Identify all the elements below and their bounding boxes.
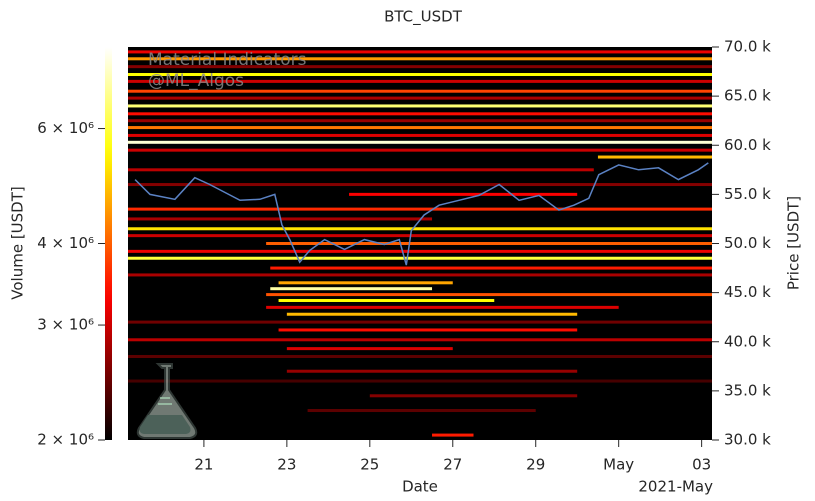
- x-tick-label: 23: [277, 456, 296, 474]
- heatmap-cell: [128, 126, 712, 130]
- heatmap-cell: [128, 57, 712, 61]
- plot-area: [128, 50, 712, 437]
- heatmap-cell: [286, 312, 578, 316]
- heatmap-cell: [128, 148, 712, 152]
- heatmap-cell: [128, 338, 712, 342]
- watermark: @ML_Algos: [148, 71, 244, 91]
- heatmap-cell: [597, 155, 712, 159]
- y-tick-label: 70.0 k: [724, 38, 771, 56]
- heatmap-cell: [128, 207, 712, 211]
- y-tick-label: 60.0 k: [724, 136, 771, 154]
- heatmap-cell: [128, 249, 712, 253]
- colorbar: [105, 47, 112, 440]
- watermark: Material Indicators: [148, 50, 307, 70]
- heatmap-cell: [266, 305, 619, 309]
- x-tick-label: 29: [526, 456, 545, 474]
- chart-title: BTC_USDT: [384, 8, 463, 27]
- x-tick-label: 21: [194, 456, 213, 474]
- heatmap-cell: [278, 298, 495, 302]
- x-tick-label: 25: [360, 456, 379, 474]
- heatmap-cell: [128, 50, 712, 54]
- heatmap-cell: [286, 347, 453, 351]
- colorbar-tick-label: 2 × 10⁶: [37, 431, 94, 449]
- heatmap-cell: [128, 320, 712, 324]
- heatmap-cell: [128, 256, 712, 260]
- y-tick-label: 50.0 k: [724, 234, 771, 252]
- x-offset-label: 2021-May: [638, 478, 713, 496]
- heatmap-cell: [278, 328, 578, 332]
- heatmap-cell: [349, 192, 578, 196]
- heatmap-cell: [270, 266, 712, 270]
- heatmap-cell: [128, 234, 712, 238]
- x-tick-label: 03: [692, 456, 711, 474]
- heatmap-cell: [369, 394, 578, 398]
- logo: [136, 363, 198, 439]
- colorbar-tick-label: 6 × 10⁶: [37, 119, 94, 137]
- y-tick-label: 35.0 k: [724, 381, 771, 399]
- heatmap-cell: [128, 65, 712, 69]
- heatmap-cell: [128, 96, 712, 100]
- y-axis-label: Price [USDT]: [785, 196, 803, 290]
- heatmap-cell: [278, 281, 453, 285]
- y-tick-label: 55.0 k: [724, 185, 771, 203]
- x-tick-label: 27: [443, 456, 462, 474]
- heatmap-cell: [432, 433, 474, 437]
- heatmap-cell: [128, 379, 712, 383]
- colorbar-tick-label: 3 × 10⁶: [37, 316, 94, 334]
- heatmap-cell: [128, 112, 712, 116]
- heatmap-cell: [128, 168, 594, 172]
- colorbar-label: Volume [USDT]: [9, 186, 27, 299]
- heatmap-cell: [266, 293, 712, 297]
- price-line: [134, 162, 709, 266]
- heatmap-cell: [307, 409, 536, 413]
- colorbar-tick-label: 4 × 10⁶: [37, 234, 94, 252]
- heatmap-cell: [128, 73, 712, 77]
- heatmap-cell: [128, 140, 712, 144]
- y-tick-label: 30.0 k: [724, 431, 771, 449]
- x-tick-label: May: [603, 456, 634, 474]
- x-axis-label: Date: [402, 478, 438, 496]
- heatmap-cell: [128, 183, 712, 187]
- heatmap-cell: [128, 79, 712, 83]
- y-tick-label: 40.0 k: [724, 332, 771, 350]
- heatmap-cell: [266, 242, 712, 245]
- y-tick-label: 45.0 k: [724, 283, 771, 301]
- heatmap-cell: [128, 273, 712, 277]
- heatmap-cell: [128, 354, 712, 358]
- heatmap-cell: [270, 287, 433, 291]
- overlay: Material Indicators @ML_Algos: [136, 50, 307, 439]
- y-tick-label: 65.0 k: [724, 87, 771, 105]
- heatmap-cell: [286, 369, 578, 373]
- heatmap-cell: [128, 89, 712, 93]
- heatmap-cell: [128, 227, 712, 231]
- heatmap-cell: [128, 119, 712, 123]
- heatmap-cell: [128, 133, 712, 137]
- heatmap-cell: [128, 104, 712, 108]
